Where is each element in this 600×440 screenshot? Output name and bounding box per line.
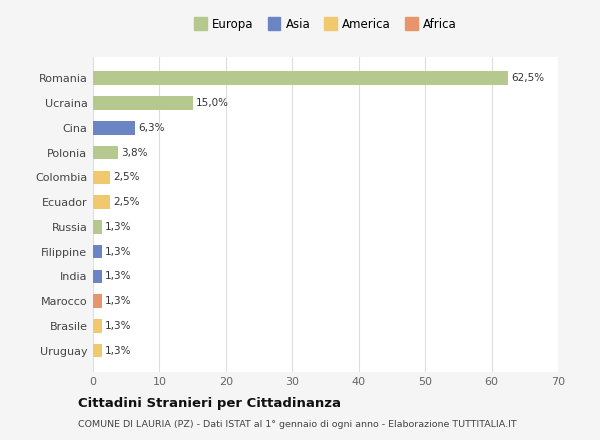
Legend: Europa, Asia, America, Africa: Europa, Asia, America, Africa [192, 16, 459, 33]
Bar [93, 71, 508, 85]
Bar [93, 245, 101, 258]
Text: 1,3%: 1,3% [105, 346, 131, 356]
Bar [93, 220, 101, 234]
Bar [93, 146, 118, 159]
Text: 6,3%: 6,3% [138, 123, 164, 133]
Bar [93, 171, 110, 184]
Bar [93, 319, 101, 333]
Text: 1,3%: 1,3% [105, 271, 131, 282]
Text: 3,8%: 3,8% [122, 147, 148, 158]
Text: 1,3%: 1,3% [105, 247, 131, 257]
Text: 2,5%: 2,5% [113, 197, 139, 207]
Text: COMUNE DI LAURIA (PZ) - Dati ISTAT al 1° gennaio di ogni anno - Elaborazione TUT: COMUNE DI LAURIA (PZ) - Dati ISTAT al 1°… [78, 420, 517, 429]
Text: 15,0%: 15,0% [196, 98, 229, 108]
Bar [93, 270, 101, 283]
Bar [93, 96, 193, 110]
Bar [93, 121, 135, 135]
Text: Cittadini Stranieri per Cittadinanza: Cittadini Stranieri per Cittadinanza [78, 397, 341, 410]
Bar [93, 344, 101, 357]
Text: 1,3%: 1,3% [105, 321, 131, 331]
Bar [93, 195, 110, 209]
Text: 2,5%: 2,5% [113, 172, 139, 182]
Bar [93, 294, 101, 308]
Text: 62,5%: 62,5% [511, 73, 545, 83]
Text: 1,3%: 1,3% [105, 296, 131, 306]
Text: 1,3%: 1,3% [105, 222, 131, 232]
